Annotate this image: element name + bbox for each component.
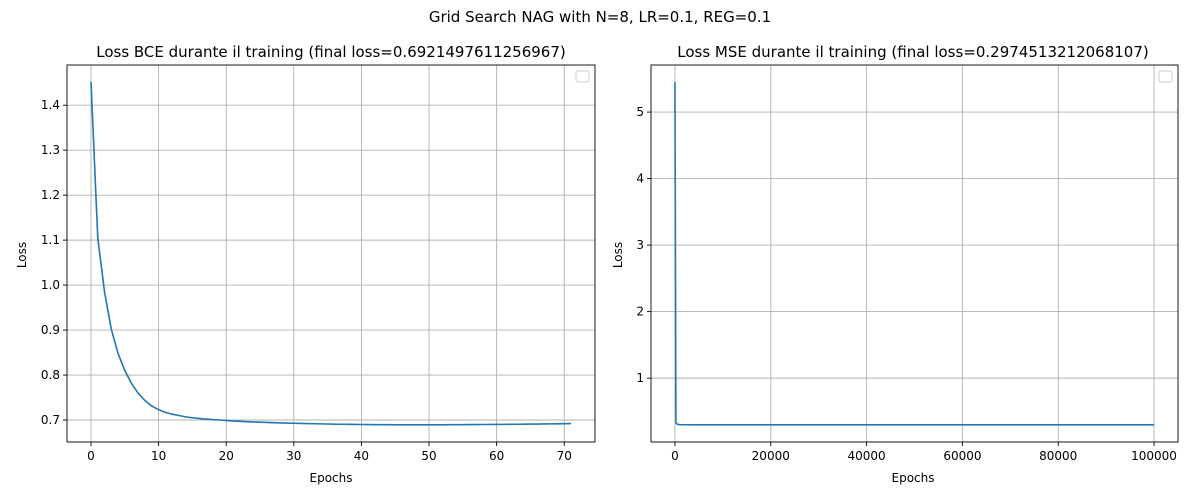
mse-x-tick-label: 100000 xyxy=(1131,449,1177,463)
bce-x-tick-label: 70 xyxy=(557,449,572,463)
bce-y-tick-label: 1.0 xyxy=(41,278,60,292)
bce-y-tick-label: 1.4 xyxy=(41,98,60,112)
bce-y-tick-label: 1.3 xyxy=(41,143,60,157)
bce-y-tick-label: 1.2 xyxy=(41,188,60,202)
bce-x-tick-label: 20 xyxy=(219,449,234,463)
bce-x-axis-label: Epochs xyxy=(310,471,353,485)
bce-x-tick-label: 40 xyxy=(354,449,369,463)
bce-y-tick-label: 0.8 xyxy=(41,368,60,382)
mse-x-tick-label: 20000 xyxy=(752,449,790,463)
bce-x-tick-label: 10 xyxy=(151,449,166,463)
mse-axes-frame xyxy=(650,64,1179,443)
bce-loss-line xyxy=(90,81,572,426)
mse-legend-box xyxy=(1158,70,1173,83)
mse-x-tick-label: 0 xyxy=(671,449,679,463)
bce-legend-box xyxy=(575,70,590,83)
mse-plot-title: Loss MSE durante il training (final loss… xyxy=(677,43,1148,61)
mse-y-tick-label: 1 xyxy=(636,371,644,385)
bce-y-tick-label: 0.9 xyxy=(41,323,60,337)
bce-y-tick-label: 1.1 xyxy=(41,233,60,247)
mse-y-tick-label: 3 xyxy=(636,238,644,252)
bce-plot-title: Loss BCE durante il training (final loss… xyxy=(96,43,566,61)
mse-y-tick-label: 4 xyxy=(636,172,644,186)
bce-x-tick-label: 30 xyxy=(286,449,301,463)
mse-x-tick-label: 60000 xyxy=(943,449,981,463)
figure-suptitle: Grid Search NAG with N=8, LR=0.1, REG=0.… xyxy=(429,8,771,26)
mse-y-tick-label: 2 xyxy=(636,305,644,319)
bce-axes-frame xyxy=(66,64,596,443)
mse-loss-plot: Loss MSE durante il training (final loss… xyxy=(611,43,1179,485)
mse-x-tick-label: 40000 xyxy=(847,449,885,463)
bce-x-tick-label: 0 xyxy=(87,449,95,463)
bce-y-tick-label: 0.7 xyxy=(41,413,60,427)
mse-x-axis-label: Epochs xyxy=(892,471,935,485)
bce-x-tick-label: 60 xyxy=(489,449,504,463)
bce-loss-plot: Loss BCE durante il training (final loss… xyxy=(15,43,596,485)
mse-loss-line xyxy=(674,82,1155,426)
mse-y-tick-label: 5 xyxy=(636,105,644,119)
bce-x-tick-label: 50 xyxy=(421,449,436,463)
mse-x-tick-label: 80000 xyxy=(1039,449,1077,463)
mse-y-axis-label: Loss xyxy=(611,242,625,268)
bce-y-axis-label: Loss xyxy=(15,242,29,268)
